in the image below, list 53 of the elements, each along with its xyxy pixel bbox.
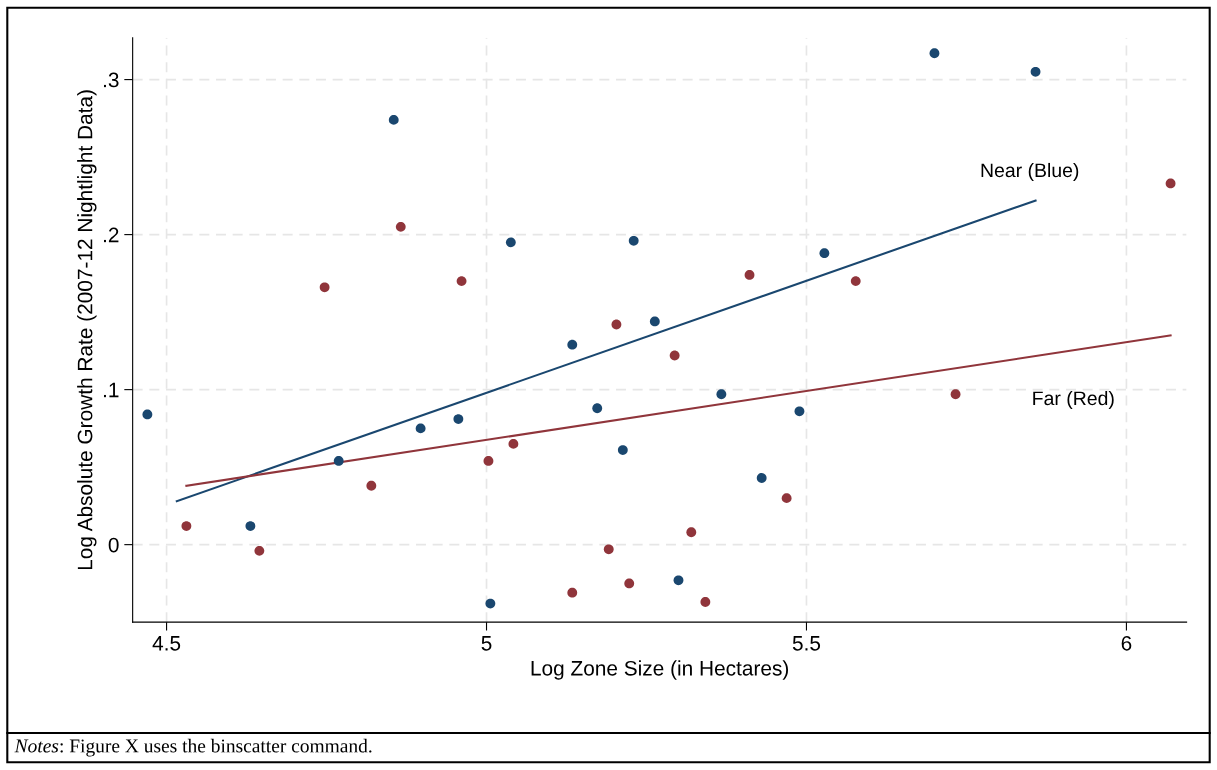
point [388, 114, 399, 125]
point [366, 480, 377, 491]
series-label: Far (Red) [1033, 390, 1114, 410]
y-tick-label: .2 [103, 227, 119, 243]
point [333, 456, 344, 466]
point [649, 316, 660, 327]
point [781, 493, 792, 504]
point [181, 521, 192, 531]
point [756, 473, 767, 483]
point [669, 350, 680, 361]
y-axis-title: Log Absolute Growth Rate (2007-12 Nightlight Data) [77, 90, 97, 570]
point [794, 406, 805, 417]
x-axis-title: Log Zone Size (in Hectares) [531, 660, 789, 680]
point [929, 48, 940, 59]
x-tick-label: 5.5 [792, 636, 821, 651]
y-tick-label: .3 [103, 72, 119, 88]
point [628, 235, 639, 246]
point [505, 237, 516, 248]
point [245, 521, 256, 531]
point [453, 414, 464, 424]
point [850, 276, 861, 287]
point [254, 545, 265, 556]
point [142, 409, 153, 420]
point [950, 389, 961, 400]
point [1165, 178, 1176, 189]
point [673, 575, 684, 586]
point [603, 544, 614, 555]
x-tick-label: 4.5 [152, 636, 181, 651]
y-tick-label: 0 [108, 537, 119, 553]
x-tick-label: 5 [481, 636, 492, 651]
point [611, 319, 622, 330]
point [1030, 66, 1041, 77]
series-label: Near (Blue) [981, 162, 1079, 182]
text: Notes: Figure X uses the binscatter command. [14, 738, 372, 757]
point [624, 578, 635, 589]
x-tick-label: 6 [1121, 635, 1132, 651]
point [415, 423, 426, 434]
point [483, 456, 494, 466]
y-tick-label: .1 [103, 382, 119, 398]
point [716, 389, 727, 400]
point [456, 276, 467, 287]
point [700, 597, 711, 607]
point [567, 587, 578, 598]
point [592, 403, 603, 414]
point [319, 282, 330, 293]
point [567, 339, 578, 350]
point [744, 270, 755, 280]
point [508, 438, 519, 449]
point [686, 527, 697, 538]
point [485, 598, 496, 609]
point [395, 221, 406, 232]
point [617, 445, 628, 455]
point [819, 248, 830, 259]
